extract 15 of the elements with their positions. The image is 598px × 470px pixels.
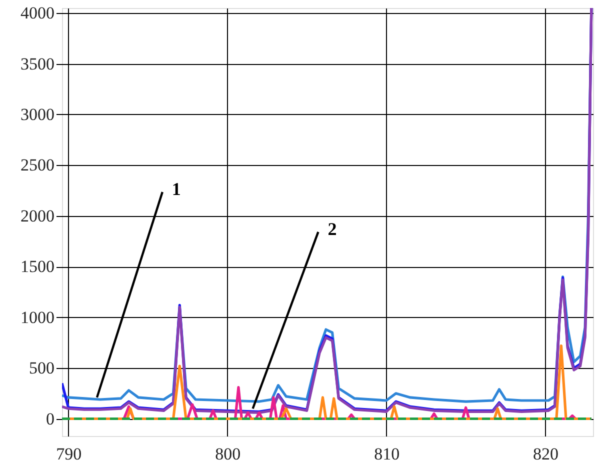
y-tick-label: 1000 bbox=[20, 308, 54, 327]
y-tick-label: 1500 bbox=[20, 257, 54, 276]
y-tick-label: 0 bbox=[46, 409, 54, 428]
y-tick-label: 2500 bbox=[20, 156, 54, 175]
x-tick-label: 790 bbox=[56, 444, 82, 464]
y-tick-label: 2000 bbox=[20, 206, 54, 226]
annotation: 2 bbox=[328, 218, 337, 239]
x-tick-label: 820 bbox=[533, 444, 559, 464]
y-tick-label: 4000 bbox=[20, 4, 54, 23]
y-tick-label: 3500 bbox=[20, 54, 54, 74]
y-tick-label: 500 bbox=[29, 358, 54, 378]
x-tick-label: 810 bbox=[374, 444, 400, 464]
annotation: 1 bbox=[172, 179, 181, 200]
y-tick-label: 3000 bbox=[20, 104, 54, 124]
x-tick-label: 800 bbox=[215, 444, 241, 464]
